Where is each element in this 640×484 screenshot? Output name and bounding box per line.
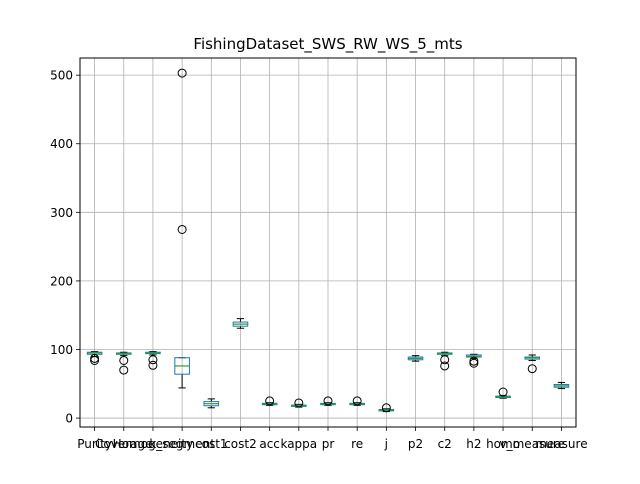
outlier-point	[119, 365, 129, 375]
outlier-point	[352, 396, 362, 406]
box-item	[174, 68, 190, 389]
outlier-point	[440, 355, 450, 365]
x-tick-label: acc	[259, 437, 280, 451]
box-item	[86, 351, 103, 365]
outlier-point	[527, 364, 537, 374]
outlier-point	[177, 224, 187, 234]
x-tick-label: Homogeneity	[113, 437, 194, 451]
grid-lines	[80, 58, 576, 427]
y-tick-label: 500	[50, 69, 73, 83]
box-item	[553, 381, 570, 390]
box-item	[115, 351, 132, 375]
x-tick-label: re	[351, 437, 363, 451]
box-item	[320, 396, 336, 406]
y-tick-label: 200	[50, 274, 73, 288]
outlier-point	[440, 361, 450, 371]
x-tick-label: p2	[408, 437, 423, 451]
x-tick-label: measure	[535, 437, 587, 451]
outlier-point	[265, 396, 275, 406]
y-tick-label: 300	[50, 206, 73, 220]
y-tick-label: 100	[50, 343, 73, 357]
outlier-point	[294, 398, 304, 408]
outlier-point	[119, 355, 129, 365]
box-item	[436, 351, 453, 371]
outlier-point	[498, 387, 508, 397]
x-tick-label: h2	[466, 437, 481, 451]
y-tick-label: 0	[65, 412, 73, 426]
box-series	[86, 68, 570, 413]
box-item	[466, 353, 482, 368]
box-item	[524, 354, 541, 374]
x-tick-label: Coverage	[95, 437, 153, 451]
box-item	[261, 396, 278, 406]
box-item	[291, 398, 307, 408]
outlier-point	[177, 68, 187, 78]
axes	[76, 57, 577, 431]
box-item	[349, 396, 365, 406]
chart-title: FishingDataset_SWS_RW_WS_5_mts	[193, 35, 462, 54]
x-tick-label: j	[384, 437, 388, 451]
box-item	[378, 403, 395, 413]
box-item	[145, 351, 161, 370]
outlier-point	[148, 360, 158, 370]
tick-labels: 0 100 200 300 400 500 PurityCoverageHomogeneit…	[50, 69, 587, 451]
box-item	[407, 355, 424, 362]
x-tick-label: pr	[322, 437, 335, 451]
x-tick-label: cost1	[195, 437, 228, 451]
outlier-point	[323, 396, 333, 406]
x-tick-label: Purity	[77, 437, 112, 451]
box-item	[203, 398, 220, 409]
x-tick-label: v_measure	[500, 437, 565, 451]
box-item	[495, 387, 511, 399]
x-tick-label: homo	[486, 437, 520, 451]
x-tick-label: k_segment	[149, 437, 215, 451]
outlier-point	[90, 353, 100, 363]
outlier-point	[148, 355, 158, 365]
box-item	[232, 318, 249, 329]
x-tick-label: cost2	[224, 437, 257, 451]
x-tick-label: kappa	[280, 437, 317, 451]
x-tick-label: c2	[438, 437, 452, 451]
outlier-point	[381, 403, 391, 413]
y-tick-label: 400	[50, 137, 73, 151]
outlier-point	[469, 356, 479, 366]
plot-frame	[79, 57, 577, 428]
